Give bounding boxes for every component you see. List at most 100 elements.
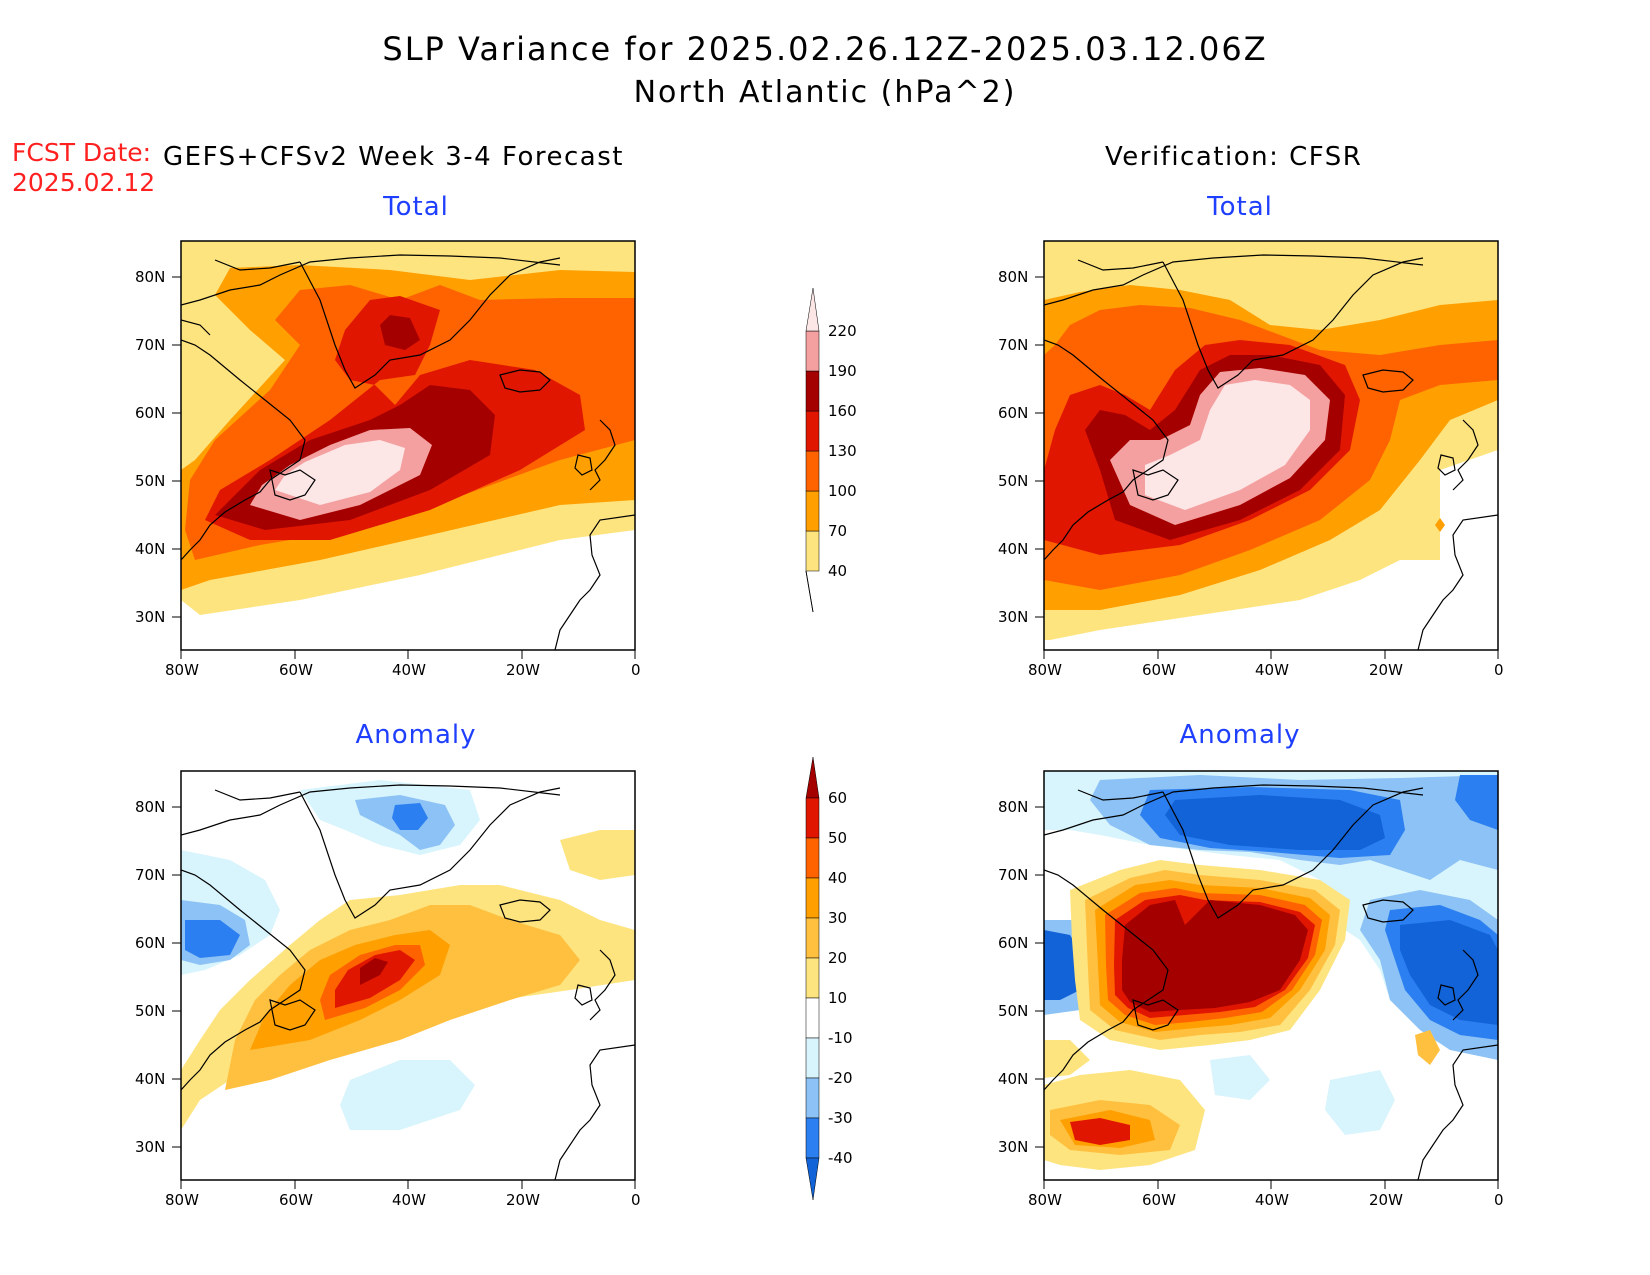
colorbar-anomaly-swatch	[805, 1037, 820, 1079]
colorbar-total-label: 130	[828, 442, 857, 460]
lon-tick-label: 40W	[1255, 661, 1289, 679]
colorbar-anomaly-label: -40	[828, 1149, 853, 1167]
lon-tick-label: 0	[631, 1191, 641, 1209]
lat-tick-label: 40N	[998, 540, 1028, 558]
lon-tick-label: 80W	[1028, 661, 1062, 679]
colorbar-anomaly-label: 10	[828, 989, 847, 1007]
map-forecast-anomaly: 80N 70N 60N 50N 40N 30N 80W 60W 40W 20W …	[135, 770, 641, 1209]
contour-minus10-south	[1325, 1070, 1395, 1135]
lat-tick-label: 30N	[135, 1138, 165, 1156]
panel-label-verification-total: Total	[1207, 192, 1273, 222]
colorbar-anomaly-top-arrow	[805, 756, 820, 799]
lon-tick-label: 20W	[1369, 661, 1403, 679]
lon-tick-label: 40W	[1255, 1191, 1289, 1209]
contour-minus30	[392, 803, 428, 830]
contour-10-east	[560, 830, 635, 880]
lat-tick-label: 80N	[135, 268, 165, 286]
coastlines	[181, 784, 635, 1180]
lat-tick-label: 70N	[135, 336, 165, 354]
contour-70-spot	[1435, 518, 1445, 532]
fcst-date: 2025.02.12	[12, 168, 156, 197]
colorbar-anomaly-swatch	[805, 797, 820, 839]
fcst-label: FCST Date:	[12, 138, 152, 167]
lon-tick-label: 80W	[1028, 1191, 1062, 1209]
panel-label-verification-anomaly: Anomaly	[1179, 720, 1301, 750]
lon-tick-label: 20W	[506, 661, 540, 679]
lat-tick-label: 70N	[998, 866, 1028, 884]
colorbar-anomaly-label: 60	[828, 789, 847, 807]
lat-tick-label: 30N	[135, 608, 165, 626]
contour-minus40-north	[1165, 795, 1385, 850]
colorbar-anomaly-swatch	[805, 837, 820, 879]
contour-minus10-mid	[1210, 1055, 1270, 1100]
lat-tick-label: 30N	[998, 608, 1028, 626]
lat-tick-label: 70N	[998, 336, 1028, 354]
colorbar-total-label: 160	[828, 402, 857, 420]
lon-tick-label: 80W	[165, 1191, 199, 1209]
colorbar-total-top-arrow	[805, 287, 820, 332]
lat-tick-label: 80N	[998, 798, 1028, 816]
contour-minus40-east	[1400, 920, 1498, 1025]
verification-column-title: Verification: CFSR	[1105, 142, 1363, 172]
lon-tick-label: 0	[1494, 661, 1504, 679]
colorbar-anomaly-label: -20	[828, 1069, 853, 1087]
lon-tick-label: 60W	[1142, 661, 1176, 679]
lon-tick-label: 60W	[279, 1191, 313, 1209]
colorbar-total-swatch	[805, 370, 820, 412]
contour-minus30-west	[185, 920, 240, 958]
colorbar-total-label: 70	[828, 522, 847, 540]
coastlines	[181, 254, 635, 650]
colorbar-total-swatch	[805, 530, 820, 572]
colorbar-total-swatch	[805, 450, 820, 492]
colorbar-anomaly-swatch	[805, 1077, 820, 1119]
colorbar-anomaly-bottom-arrow	[805, 1157, 820, 1201]
contour-20-spot	[1415, 1030, 1440, 1065]
lon-tick-label: 20W	[506, 1191, 540, 1209]
colorbar-total-label: 190	[828, 362, 857, 380]
lon-tick-label: 0	[631, 661, 641, 679]
coastlines	[1044, 254, 1498, 650]
panel-label-forecast-anomaly: Anomaly	[355, 720, 477, 750]
colorbar-total-label: 100	[828, 482, 857, 500]
lat-tick-label: 80N	[998, 268, 1028, 286]
colorbar-anomaly-label: -10	[828, 1029, 853, 1047]
lat-tick-label: 40N	[135, 540, 165, 558]
lon-tick-label: 40W	[392, 661, 426, 679]
panel-label-forecast-total: Total	[383, 192, 449, 222]
lat-tick-label: 30N	[998, 1138, 1028, 1156]
lat-tick-label: 80N	[135, 798, 165, 816]
colorbar-total-swatch	[805, 410, 820, 452]
fcst-date-block: FCST Date: 2025.02.12	[12, 138, 155, 198]
contour-minus10-south	[340, 1060, 475, 1130]
contour-220	[275, 440, 405, 505]
colorbar-total: 220 190 160 130 100 70 40	[805, 287, 857, 613]
contour-60	[1122, 900, 1308, 1012]
axis-ticks: 80N 70N 60N 50N 40N 30N 80W 60W 40W 20W …	[998, 268, 1504, 679]
contour-50-south	[1070, 1118, 1130, 1145]
contour-50	[335, 950, 415, 1008]
colorbar-anomaly-swatch	[805, 997, 820, 1039]
colorbar-total-label: 40	[828, 562, 847, 580]
lat-tick-label: 60N	[135, 934, 165, 952]
lat-tick-label: 50N	[998, 472, 1028, 490]
lat-tick-label: 50N	[998, 1002, 1028, 1020]
contour-160-north	[380, 315, 420, 350]
colorbar-anomaly-label: 40	[828, 869, 847, 887]
lon-tick-label: 80W	[165, 661, 199, 679]
colorbar-anomaly-label: 30	[828, 909, 847, 927]
lat-tick-label: 60N	[135, 404, 165, 422]
main-title: SLP Variance for 2025.02.26.12Z-2025.03.…	[382, 30, 1268, 68]
contour-60	[360, 958, 388, 985]
colorbar-total-swatch	[805, 330, 820, 372]
forecast-column-title: GEFS+CFSv2 Week 3-4 Forecast	[163, 142, 624, 172]
lat-tick-label: 50N	[135, 1002, 165, 1020]
lon-tick-label: 60W	[1142, 1191, 1176, 1209]
map-verification-anomaly: 80N 70N 60N 50N 40N 30N 80W 60W 40W 20W …	[998, 770, 1504, 1209]
lat-tick-label: 60N	[998, 404, 1028, 422]
map-verification-total: 80N 70N 60N 50N 40N 30N 80W 60W 40W 20W …	[998, 240, 1504, 679]
colorbar-anomaly-label: -30	[828, 1109, 853, 1127]
contour-220	[1145, 380, 1310, 510]
lon-tick-label: 60W	[279, 661, 313, 679]
axis-ticks: 80N 70N 60N 50N 40N 30N 80W 60W 40W 20W …	[135, 798, 641, 1209]
